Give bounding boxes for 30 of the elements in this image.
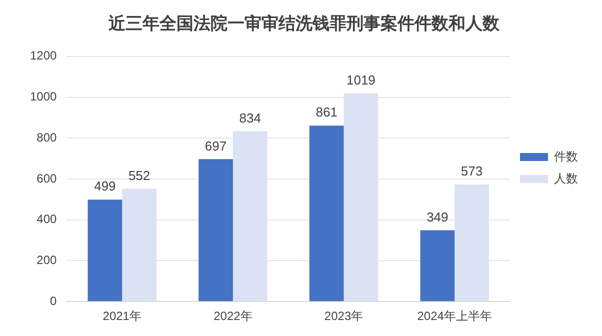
bar — [88, 200, 122, 302]
chart-title: 近三年全国法院一审审结洗钱罪刑事案件件数和人数 — [108, 12, 500, 33]
bar — [198, 159, 233, 302]
x-tick-label: 2021年 — [102, 309, 142, 324]
data-label: 861 — [316, 104, 338, 120]
data-label: 573 — [460, 164, 483, 179]
bar — [420, 230, 455, 302]
data-label: 697 — [204, 138, 227, 154]
legend-label: 件数 — [554, 149, 578, 164]
y-tick-label: 600 — [36, 171, 58, 186]
y-tick-label: 1200 — [30, 48, 58, 63]
legend-label: 人数 — [554, 171, 578, 186]
x-tick-label: 2024年上半年 — [417, 309, 492, 324]
bar — [454, 184, 489, 302]
y-tick-label: 0 — [50, 294, 58, 308]
y-tick-label: 400 — [36, 212, 58, 226]
bar — [344, 93, 378, 302]
data-label: 499 — [94, 178, 116, 194]
y-tick-label: 1000 — [30, 90, 58, 104]
x-tick-label: 2022年 — [214, 309, 252, 324]
y-tick-label: 800 — [36, 130, 58, 144]
bar — [122, 188, 156, 302]
bar — [309, 126, 344, 302]
data-label: 1019 — [346, 72, 376, 88]
x-tick-label: 2023年 — [324, 309, 364, 324]
data-label: 349 — [426, 209, 448, 224]
y-tick-label: 200 — [36, 253, 58, 268]
bar — [232, 131, 268, 302]
data-label: 552 — [128, 168, 150, 183]
data-label: 834 — [239, 110, 261, 126]
